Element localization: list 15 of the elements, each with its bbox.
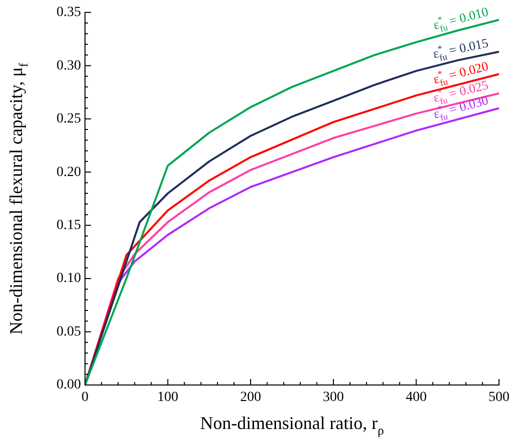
y-tick-label: 0.35 [56, 5, 81, 20]
y-tick-label: 0.05 [56, 324, 81, 340]
y-tick-label: 0.10 [56, 271, 81, 286]
y-tick-label: 0.30 [56, 58, 81, 74]
y-tick-label: 0.20 [56, 164, 81, 180]
x-tick-label: 400 [406, 390, 427, 406]
x-tick-label: 100 [157, 390, 178, 406]
x-tick-label: 500 [488, 390, 510, 406]
x-tick-label: 300 [322, 390, 344, 406]
x-tick-label: 0 [82, 390, 88, 406]
y-tick-label: 0.25 [56, 112, 81, 127]
y-tick-label: 0.15 [56, 218, 81, 233]
x-tick-label: 200 [240, 390, 262, 406]
y-tick-label: 0.00 [56, 378, 81, 393]
y-axis-title: Non-dimensional flexural capacity, μf [6, 62, 30, 334]
